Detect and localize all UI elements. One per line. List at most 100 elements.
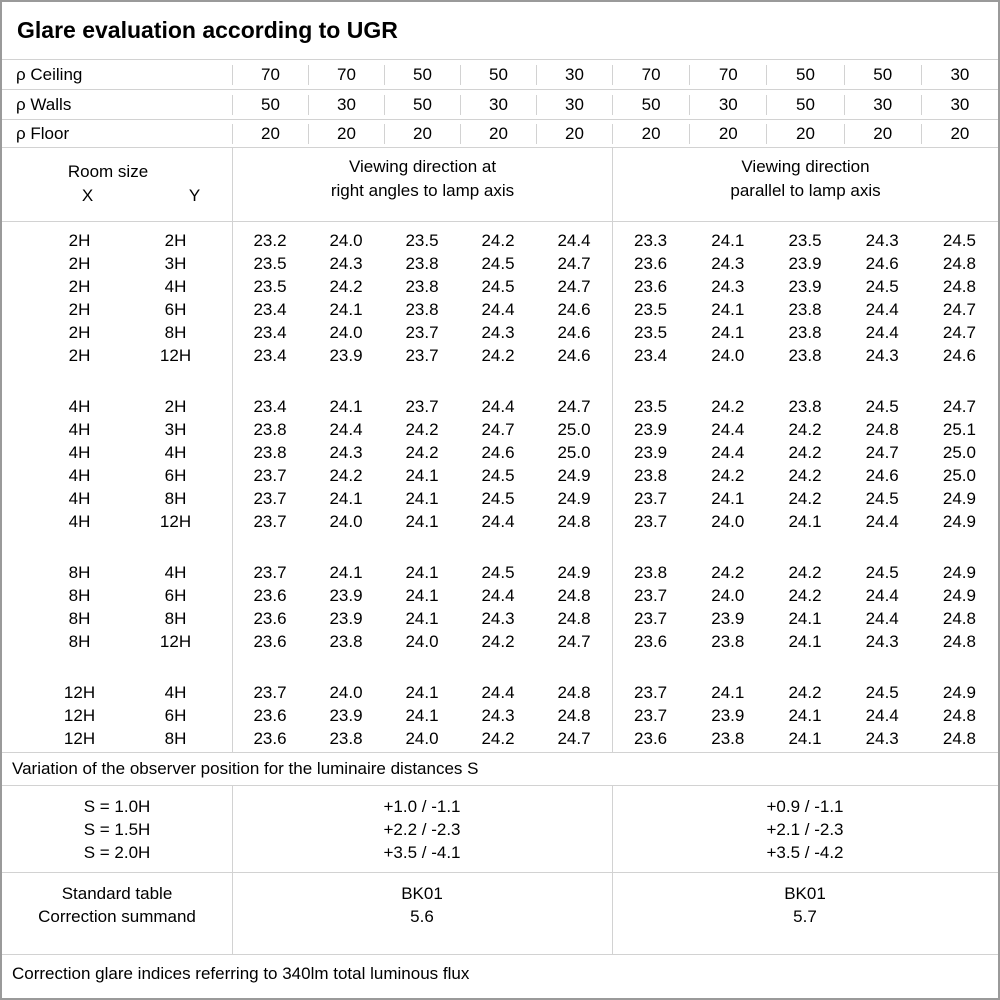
ugr-value-cell: 24.1	[329, 489, 363, 508]
ugr-value-cell: 24.3	[329, 443, 363, 462]
reflectance-label: ρ Floor	[16, 123, 70, 143]
ugr-value-cell: 23.8	[788, 323, 822, 342]
title-section: Glare evaluation according to UGR	[2, 2, 998, 60]
ugr-value-cell: 24.9	[942, 683, 976, 702]
x-column-header: X	[81, 186, 94, 205]
ugr-value-cell: 23.7	[405, 397, 439, 416]
ugr-value-cell: 24.1	[711, 323, 745, 342]
ugr-value-cell: 23.7	[634, 586, 668, 605]
ugr-value-cell: 24.5	[865, 397, 899, 416]
ugr-value-cell: 24.5	[865, 489, 899, 508]
ugr-value-cell: 24.5	[942, 231, 976, 250]
ugr-value-cell: 24.7	[557, 729, 591, 748]
reflectance-value: 70	[612, 64, 689, 85]
ugr-value-cell: 24.1	[405, 609, 439, 628]
reflectance-value: 30	[536, 94, 612, 115]
room-x-cell: 2H	[68, 277, 91, 296]
ugr-row: 4H 4H 23.8 24.3 24.2 24.6 25.0 23.9 24.4 24.2 24.7…	[2, 441, 998, 464]
room-y-cell: 12H	[159, 632, 192, 651]
ugr-value-cell: 24.2	[329, 466, 363, 485]
ugr-value-cell: 23.4	[253, 300, 287, 319]
reflectance-value: 20	[536, 123, 612, 144]
ugr-value-cell: 24.7	[942, 397, 976, 416]
room-y-cell: 4H	[164, 563, 187, 582]
ugr-value-cell: 24.0	[405, 632, 439, 651]
room-y-cell: 6H	[164, 466, 187, 485]
ugr-value-cell: 24.1	[711, 300, 745, 319]
ugr-row: 4H 6H 23.7 24.2 24.1 24.5 24.9 23.8 24.2 24.2 24.6…	[2, 464, 998, 487]
variation-right-value: +2.1 / -2.3	[766, 820, 844, 839]
ugr-value-cell: 23.5	[253, 277, 287, 296]
room-x-cell: 12H	[63, 729, 96, 748]
ugr-value-cell: 23.7	[253, 489, 287, 508]
ugr-value-cell: 23.8	[788, 397, 822, 416]
ugr-value-cell: 24.3	[711, 277, 745, 296]
ugr-value-cell: 24.6	[865, 466, 899, 485]
ugr-value-cell: 23.8	[253, 420, 287, 439]
room-x-cell: 4H	[68, 420, 91, 439]
ugr-row: 2H 3H 23.5 24.3 23.8 24.5 24.7 23.6 24.3 23.9 24.6…	[2, 252, 998, 275]
ugr-value-cell: 24.2	[788, 586, 822, 605]
summary-left-value: 5.6	[410, 907, 434, 926]
ugr-value-cell: 24.2	[329, 277, 363, 296]
column-divider	[612, 786, 613, 872]
ugr-value-cell: 24.6	[557, 346, 591, 365]
room-x-cell: 4H	[68, 466, 91, 485]
room-x-cell: 8H	[68, 609, 91, 628]
variation-left-value: +3.5 / -4.1	[383, 843, 461, 862]
ugr-value-cell: 23.8	[711, 729, 745, 748]
ugr-value-cell: 24.5	[481, 277, 515, 296]
reflectance-value: 50	[766, 94, 843, 115]
reflectance-value: 30	[308, 94, 384, 115]
room-x-cell: 8H	[68, 632, 91, 651]
left-section-header-line2: right angles to lamp axis	[330, 181, 515, 200]
reflectance-value: 20	[689, 123, 766, 144]
right-section-header-line2: parallel to lamp axis	[730, 181, 881, 200]
ugr-value-cell: 24.4	[481, 397, 515, 416]
ugr-value-cell: 24.1	[788, 512, 822, 531]
ugr-value-cell: 24.1	[788, 706, 822, 725]
ugr-value-cell: 24.4	[711, 443, 745, 462]
right-section-header-line1: Viewing direction	[741, 157, 870, 176]
ugr-value-cell: 24.5	[865, 563, 899, 582]
reflectance-value: 20	[920, 123, 998, 144]
ugr-value-cell: 23.5	[634, 300, 668, 319]
ugr-value-cell: 24.3	[711, 254, 745, 273]
summary-left-value: BK01	[401, 884, 443, 903]
ugr-value-cell: 24.6	[942, 346, 976, 365]
reflectance-value: 30	[536, 64, 612, 85]
room-y-cell: 12H	[159, 512, 192, 531]
ugr-value-cell: 24.1	[711, 489, 745, 508]
ugr-value-cell: 23.6	[634, 277, 668, 296]
ugr-value-cell: 24.4	[865, 300, 899, 319]
room-y-cell: 8H	[164, 323, 187, 342]
ugr-value-cell: 23.5	[634, 397, 668, 416]
room-y-cell: 8H	[164, 489, 187, 508]
ugr-value-cell: 23.9	[634, 443, 668, 462]
ugr-row: 2H 12H 23.4 23.9 23.7 24.2 24.6 23.4 24.0 23.8 24.…	[2, 344, 998, 367]
ugr-value-cell: 24.1	[405, 683, 439, 702]
ugr-value-cell: 23.7	[253, 512, 287, 531]
reflectance-value: 50	[766, 64, 843, 85]
variation-note: Variation of the observer position for t…	[12, 759, 479, 778]
variation-right-value: +0.9 / -1.1	[766, 797, 844, 816]
ugr-value-cell: 23.8	[711, 632, 745, 651]
reflectance-value: 70	[308, 64, 384, 85]
room-x-cell: 2H	[68, 254, 91, 273]
ugr-value-cell: 24.2	[788, 563, 822, 582]
ugr-value-cell: 23.7	[405, 323, 439, 342]
ugr-value-cell: 23.8	[329, 729, 363, 748]
ugr-value-cell: 24.9	[557, 466, 591, 485]
ugr-value-cell: 23.6	[253, 706, 287, 725]
ugr-value-cell: 24.0	[329, 683, 363, 702]
ugr-value-cell: 23.7	[634, 512, 668, 531]
ugr-value-cell: 24.0	[711, 512, 745, 531]
room-y-cell: 2H	[164, 397, 187, 416]
ugr-value-cell: 24.2	[481, 729, 515, 748]
ugr-value-cell: 24.8	[942, 706, 976, 725]
ugr-value-cell: 23.4	[253, 323, 287, 342]
reflectance-value: 50	[843, 64, 921, 85]
ugr-value-cell: 24.6	[557, 300, 591, 319]
ugr-value-cell: 24.4	[557, 231, 591, 250]
variation-row: S = 2.0H +3.5 / -4.1 +3.5 / -4.2	[2, 841, 998, 864]
